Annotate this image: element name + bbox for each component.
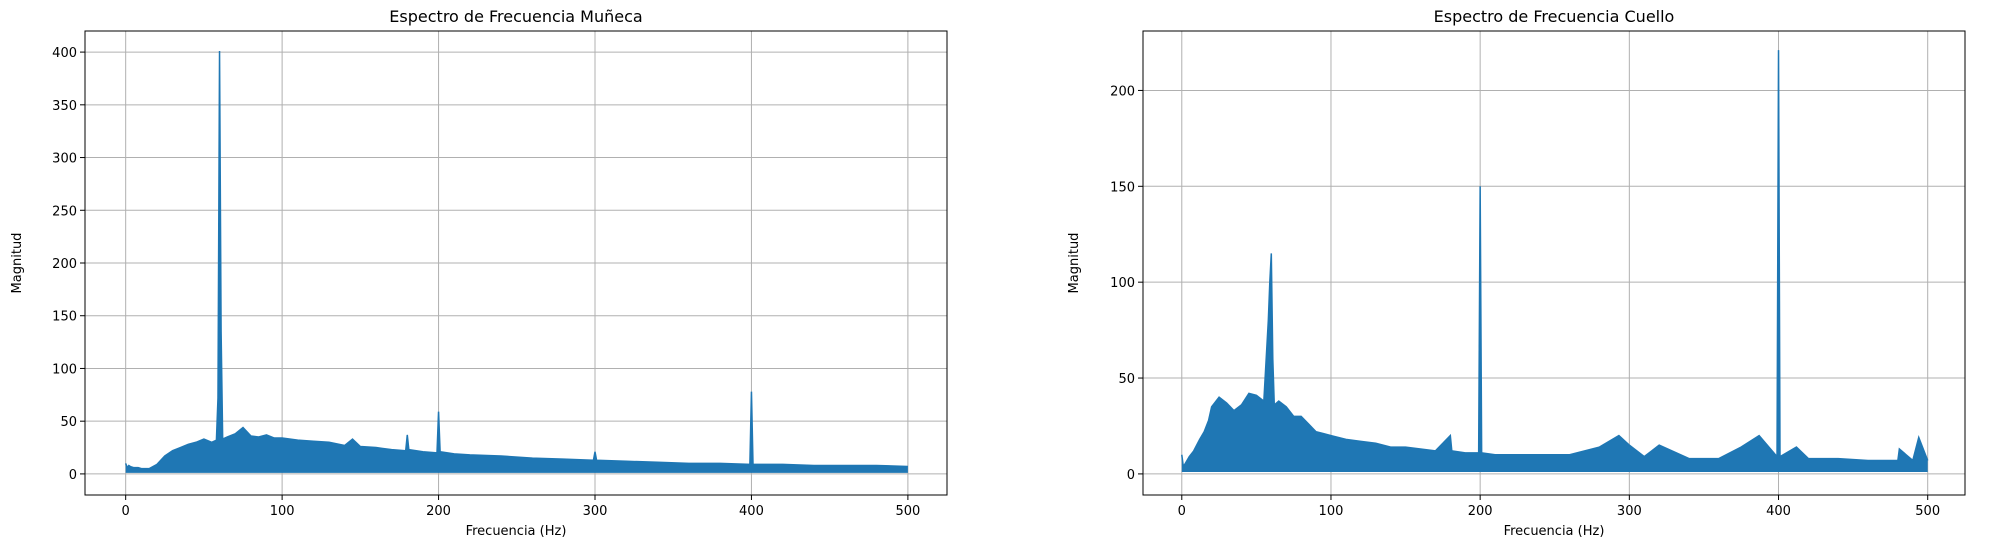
series-group	[124, 51, 908, 473]
x-tick-label: 400	[1766, 504, 1791, 519]
tick-group: 0 100 200 300 400 500 0 50 100 150 200 250 300 350 400	[52, 46, 920, 519]
series-fill	[125, 51, 908, 473]
x-tick-label: 100	[270, 504, 295, 519]
x-tick-label: 200	[1468, 504, 1493, 519]
gridlines	[85, 31, 947, 495]
chart-title: Espectro de Frecuencia Cuello	[1434, 7, 1675, 26]
y-tick-label: 150	[1110, 180, 1135, 195]
y-tick-label: 250	[52, 204, 77, 219]
y-tick-label: 100	[52, 362, 77, 377]
y-tick-label: 100	[1110, 276, 1135, 291]
y-tick-label: 200	[52, 257, 77, 272]
x-tick-label: 300	[1617, 504, 1642, 519]
series-line	[124, 51, 908, 470]
y-tick-label: 150	[52, 310, 77, 325]
x-tick-label: 400	[739, 504, 764, 519]
x-tick-label: 0	[1178, 504, 1186, 519]
x-tick-label: 500	[895, 504, 920, 519]
series-group	[1181, 50, 1929, 472]
y-tick-label: 350	[52, 99, 77, 114]
y-tick-label: 300	[52, 152, 77, 167]
y-tick-label: 50	[1118, 372, 1135, 387]
y-axis-label: Magnitud	[10, 233, 25, 294]
y-tick-label: 200	[1110, 84, 1135, 99]
x-axis-label: Frecuencia (Hz)	[1504, 524, 1605, 539]
series-line	[1181, 50, 1929, 469]
x-tick-label: 300	[583, 504, 608, 519]
x-tick-label: 500	[1915, 504, 1940, 519]
chart-title: Espectro de Frecuencia Muñeca	[389, 7, 642, 26]
x-tick-label: 200	[426, 504, 451, 519]
y-tick-label: 400	[52, 46, 77, 61]
chart-wrist-spectrum: Espectro de Frecuencia Muñeca Frecuencia…	[10, 7, 948, 539]
chart-neck-spectrum: Espectro de Frecuencia Cuello Frecuencia…	[1067, 7, 1966, 539]
series-fill	[1181, 50, 1928, 472]
y-axis-label: Magnitud	[1067, 233, 1082, 294]
plot-frame	[1142, 30, 1966, 496]
tick-group: 0 100 200 300 400 500 0 50 100 150 200	[1110, 84, 1940, 519]
x-tick-label: 0	[122, 504, 130, 519]
x-axis-label: Frecuencia (Hz)	[466, 524, 567, 539]
y-tick-label: 0	[1127, 468, 1135, 483]
x-tick-label: 100	[1319, 504, 1344, 519]
y-tick-label: 50	[60, 415, 77, 430]
y-tick-label: 0	[69, 468, 77, 483]
plot-frame	[84, 30, 948, 496]
